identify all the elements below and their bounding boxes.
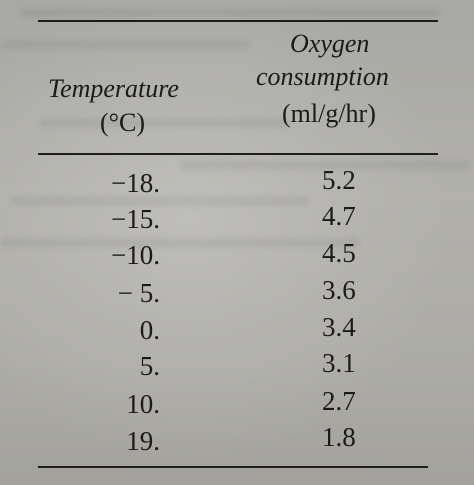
temperature-cell: 19. (126, 426, 160, 456)
table-bottom-rule (38, 466, 428, 468)
oxygen-cell: 4.5 (322, 238, 356, 268)
oxygen-cell: 5.2 (322, 165, 356, 195)
temperature-cell: 5. (139, 351, 160, 381)
bleed-through-text (0, 40, 250, 50)
header-bottom-rule (38, 153, 438, 155)
temperature-header: Temperature (48, 74, 179, 103)
bleed-through-text (40, 118, 290, 128)
temperature-cell: 10. (126, 389, 160, 419)
table-top-rule (38, 20, 438, 22)
oxygen-cell: 4.7 (322, 201, 356, 231)
temperature-cell: −10. (111, 240, 160, 270)
oxygen-cell: 3.1 (322, 348, 356, 378)
oxygen-cell: 3.4 (322, 312, 356, 342)
oxygen-header-unit: (ml/g/hr) (282, 99, 376, 128)
temperature-cell: −18. (111, 168, 160, 198)
oxygen-cell: 1.8 (322, 422, 356, 452)
bleed-through-text (10, 196, 310, 206)
bleed-through-text (20, 8, 440, 18)
oxygen-header-line1: Oxygen (290, 29, 370, 58)
oxygen-cell: 3.6 (322, 275, 356, 305)
oxygen-cell: 2.7 (322, 386, 356, 416)
bleed-through-text (180, 160, 470, 170)
temperature-header-unit: (°C) (100, 108, 146, 137)
oxygen-header-line2: consumption (256, 62, 389, 91)
temperature-cell: 0. (139, 315, 160, 345)
temperature-cell: − 5. (117, 278, 160, 308)
bleed-through-text (0, 238, 360, 248)
temperature-cell: −15. (111, 204, 160, 234)
